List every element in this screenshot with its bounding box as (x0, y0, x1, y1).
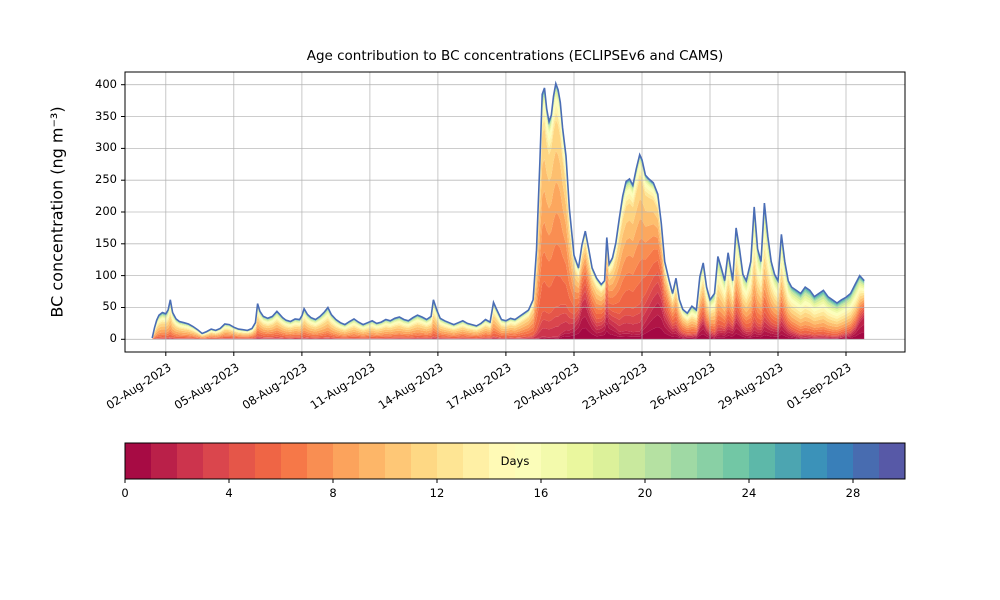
colorbar-tick-label: 4 (225, 486, 233, 500)
colorbar-tick-label: 8 (329, 486, 337, 500)
colorbar-segment (749, 443, 776, 479)
y-tick-label: 100 (95, 267, 117, 282)
y-tick-label: 150 (95, 235, 117, 250)
colorbar-segment (203, 443, 230, 479)
colorbar-tick-label: 20 (637, 486, 653, 500)
colorbar-segment (385, 443, 412, 479)
colorbar-tick-label: 28 (845, 486, 861, 500)
colorbar-tick-label: 24 (741, 486, 757, 500)
colorbar-segment (281, 443, 308, 479)
colorbar-tick-label: 0 (121, 486, 129, 500)
age-layer (152, 292, 865, 340)
colorbar-segment (125, 443, 152, 479)
colorbar-tick-label: 12 (429, 486, 445, 500)
colorbar-segment (515, 443, 542, 479)
y-tick-label: 350 (95, 108, 117, 123)
colorbar-label: Days (500, 454, 530, 468)
colorbar-segment (671, 443, 698, 479)
colorbar-segment (255, 443, 282, 479)
colorbar (124, 442, 906, 483)
colorbar-segment (541, 443, 568, 479)
y-tick-label: 50 (102, 299, 117, 314)
chart-title: Age contribution to BC concentrations (E… (306, 48, 724, 64)
colorbar-segment (593, 443, 620, 479)
colorbar-segment (151, 443, 178, 479)
y-axis-label: BC concentration (ng m⁻³) (47, 106, 67, 318)
colorbar-segment (359, 443, 386, 479)
colorbar-segment (229, 443, 256, 479)
colorbar-segment (775, 443, 802, 479)
colorbar-segment (333, 443, 360, 479)
y-tick-label: 250 (95, 172, 117, 187)
colorbar-segment (489, 443, 516, 479)
age-layer (152, 302, 865, 340)
colorbar-tick-label: 16 (533, 486, 549, 500)
axis-tick-marks (121, 84, 847, 356)
colorbar-frame (124, 442, 906, 480)
colorbar-segment (619, 443, 646, 479)
colorbar-segment (307, 443, 334, 479)
colorbar-segment (411, 443, 438, 479)
colorbar-segment (801, 443, 828, 479)
total-line-path (151, 80, 865, 339)
colorbar-segment (645, 443, 672, 479)
y-tick-label: 0 (109, 331, 117, 346)
colorbar-segment (853, 443, 880, 479)
colorbar-segment (697, 443, 724, 479)
y-tick-label: 300 (95, 140, 117, 155)
total-line (151, 80, 865, 339)
colorbar-segment (567, 443, 594, 479)
age-layer (152, 314, 865, 340)
colorbar-segment (827, 443, 854, 479)
y-tick-label: 400 (95, 76, 117, 91)
colorbar-segment (437, 443, 464, 479)
age-layer (152, 327, 865, 340)
stacked-areas (152, 83, 865, 340)
grid-lines (125, 72, 905, 352)
colorbar-segment (879, 443, 906, 479)
colorbar-segment (177, 443, 204, 479)
colorbar-segment (463, 443, 490, 479)
colorbar-segment (723, 443, 750, 479)
y-tick-label: 200 (95, 204, 117, 218)
